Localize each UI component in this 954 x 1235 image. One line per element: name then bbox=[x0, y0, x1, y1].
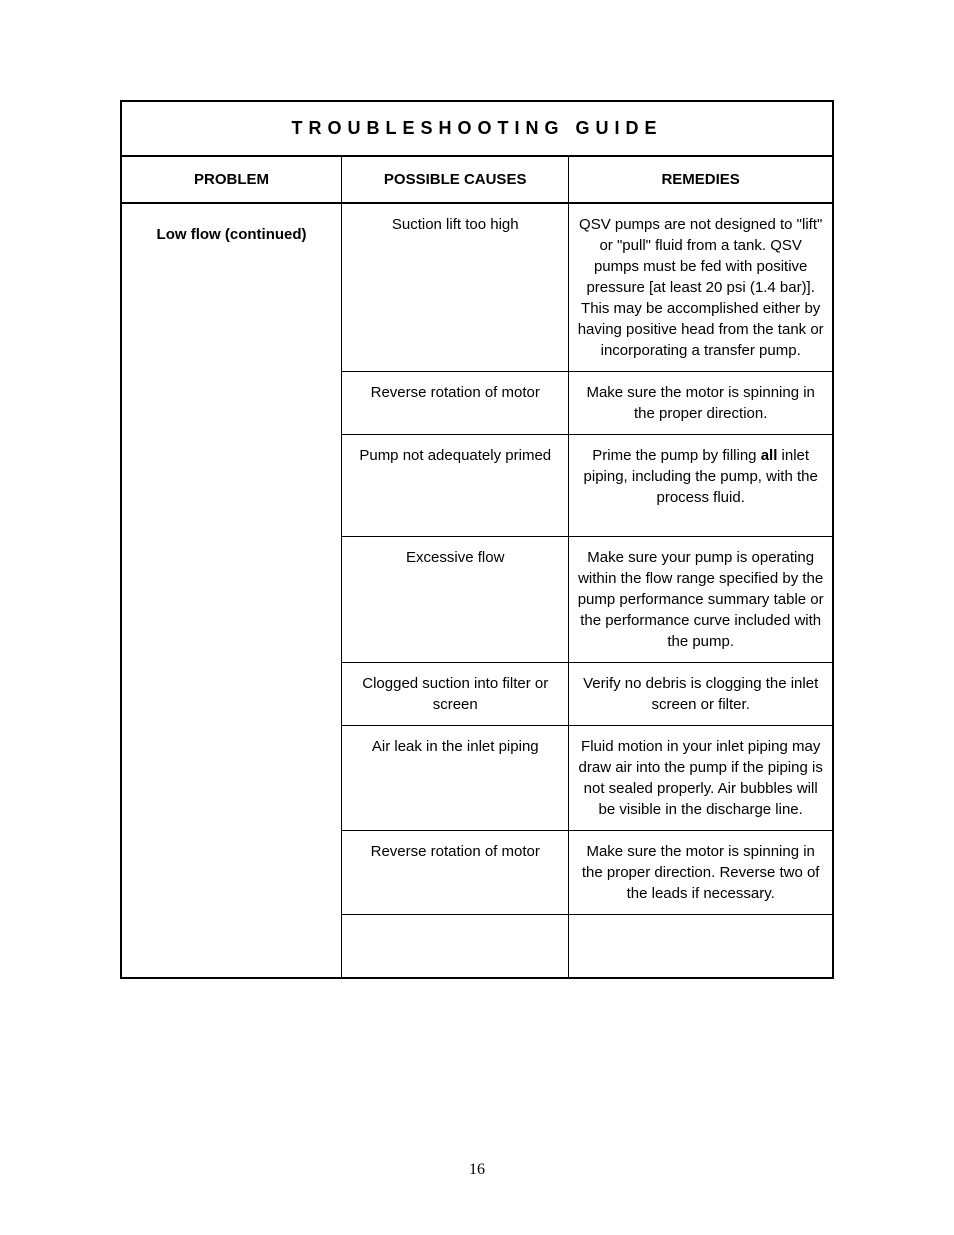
header-causes: POSSIBLE CAUSES bbox=[342, 157, 569, 202]
table-row: Reverse rotation of motor Make sure the … bbox=[342, 831, 832, 915]
remedy-cell: Verify no debris is clogging the inlet s… bbox=[569, 663, 832, 725]
table-row: Suction lift too high QSV pumps are not … bbox=[342, 204, 832, 372]
cause-cell: Excessive flow bbox=[342, 537, 569, 662]
remedy-cell: Prime the pump by filling all inlet pipi… bbox=[569, 435, 832, 536]
table-body: Low flow (continued) Suction lift too hi… bbox=[122, 204, 832, 977]
cause-cell: Air leak in the inlet piping bbox=[342, 726, 569, 830]
page-number: 16 bbox=[0, 1161, 954, 1179]
cause-cell: Reverse rotation of motor bbox=[342, 372, 569, 434]
remedy-cell: Make sure the motor is spinning in the p… bbox=[569, 831, 832, 914]
cause-remedy-rows: Suction lift too high QSV pumps are not … bbox=[342, 204, 832, 977]
table-row: Excessive flow Make sure your pump is op… bbox=[342, 537, 832, 663]
problem-cell: Low flow (continued) bbox=[122, 204, 342, 977]
header-remedies: REMEDIES bbox=[569, 157, 832, 202]
cause-cell: Clogged suction into filter or screen bbox=[342, 663, 569, 725]
table-row: Clogged suction into filter or screen Ve… bbox=[342, 663, 832, 726]
remedy-cell: Fluid motion in your inlet piping may dr… bbox=[569, 726, 832, 830]
cause-cell: Suction lift too high bbox=[342, 204, 569, 371]
remedy-cell-empty bbox=[569, 915, 832, 977]
cause-cell-empty bbox=[342, 915, 569, 977]
table-row-spacer bbox=[342, 915, 832, 977]
header-problem: PROBLEM bbox=[122, 157, 342, 202]
troubleshooting-table: TROUBLESHOOTING GUIDE PROBLEM POSSIBLE C… bbox=[120, 100, 834, 979]
remedy-cell: QSV pumps are not designed to "lift" or … bbox=[569, 204, 832, 371]
remedy-cell: Make sure your pump is operating within … bbox=[569, 537, 832, 662]
remedy-cell: Make sure the motor is spinning in the p… bbox=[569, 372, 832, 434]
table-title: TROUBLESHOOTING GUIDE bbox=[122, 102, 832, 157]
table-row: Air leak in the inlet piping Fluid motio… bbox=[342, 726, 832, 831]
table-header-row: PROBLEM POSSIBLE CAUSES REMEDIES bbox=[122, 157, 832, 204]
table-row: Pump not adequately primed Prime the pum… bbox=[342, 435, 832, 537]
cause-cell: Reverse rotation of motor bbox=[342, 831, 569, 914]
cause-cell: Pump not adequately primed bbox=[342, 435, 569, 536]
table-row: Reverse rotation of motor Make sure the … bbox=[342, 372, 832, 435]
